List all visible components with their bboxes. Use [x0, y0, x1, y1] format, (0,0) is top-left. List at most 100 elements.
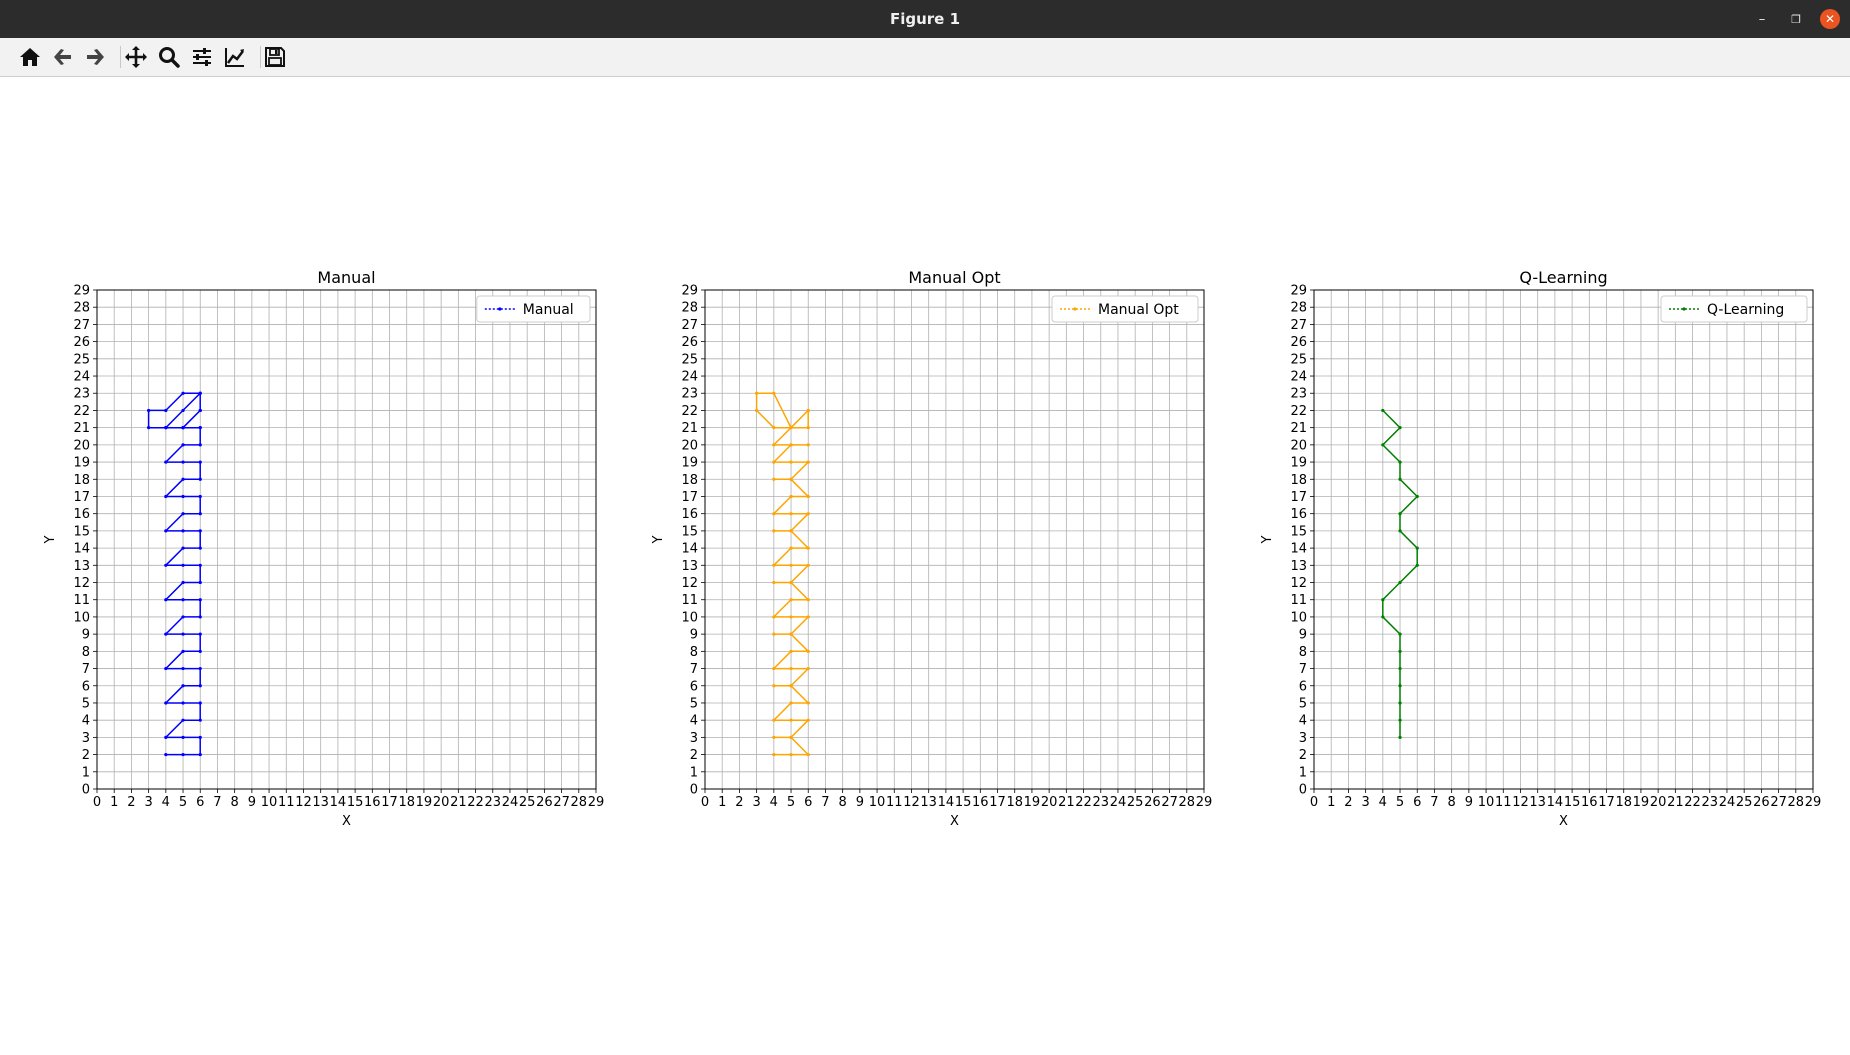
data-point: [789, 546, 793, 550]
data-point: [198, 408, 202, 413]
navigation-toolbar: [0, 38, 1850, 77]
edit-axes-button[interactable]: [221, 43, 249, 71]
y-tick-label: 9: [82, 628, 90, 643]
data-point: [1398, 580, 1402, 585]
x-tick-label: 15: [1564, 795, 1581, 810]
data-point: [181, 684, 185, 688]
y-tick-label: 23: [681, 387, 698, 402]
y-tick-label: 12: [73, 576, 90, 591]
y-tick-label: 26: [681, 335, 698, 350]
restore-button[interactable]: ❐: [1786, 9, 1806, 29]
data-point: [772, 615, 776, 619]
subplot-1: 0 1 2 3 4 5 6 7 8 9 10 11 12 13 14 15 16 17 18 19 20 21 22 23 24…: [43, 268, 604, 829]
y-tick-label: 13: [73, 559, 90, 574]
y-tick-label: 24: [1290, 370, 1307, 385]
data-point: [789, 615, 793, 619]
data-point: [198, 701, 202, 705]
back-button[interactable]: [49, 43, 77, 71]
window-titlebar: Figure 1 – ❐ ✕: [0, 0, 1850, 38]
close-button[interactable]: ✕: [1820, 9, 1840, 29]
forward-button[interactable]: [81, 43, 109, 71]
zoom-button[interactable]: [155, 43, 183, 71]
x-tick-label: 2: [1344, 795, 1352, 810]
y-tick-label: 24: [73, 370, 90, 385]
y-tick-label: 5: [82, 696, 90, 711]
data-point: [789, 443, 793, 447]
pan-button[interactable]: [122, 43, 150, 71]
x-tick-label: 25: [1127, 795, 1144, 810]
x-tick-label: 22: [1684, 795, 1701, 810]
y-tick-label: 2: [1299, 748, 1307, 763]
data-point: [772, 512, 776, 516]
data-point: [806, 443, 810, 447]
toolbar-separator: [260, 46, 261, 68]
x-tick-label: 23: [484, 795, 501, 810]
x-axis-label: X: [1559, 814, 1568, 829]
data-point: [789, 598, 793, 602]
x-tick-label: 27: [1770, 795, 1787, 810]
y-tick-label: 18: [681, 473, 698, 488]
y-tick-label: 10: [681, 610, 698, 625]
data-point: [181, 529, 185, 533]
data-point: [772, 563, 776, 567]
y-tick-label: 27: [681, 318, 698, 333]
x-tick-label: 2: [735, 795, 743, 810]
data-point: [789, 477, 793, 481]
x-tick-label: 20: [1650, 795, 1667, 810]
y-tick-label: 1: [1299, 765, 1307, 780]
data-point: [772, 426, 776, 430]
data-point: [772, 460, 776, 464]
data-point: [1398, 701, 1402, 705]
x-tick-label: 29: [1196, 795, 1213, 810]
save-button[interactable]: [261, 43, 289, 71]
y-tick-label: 15: [681, 524, 698, 539]
y-tick-label: 25: [1290, 352, 1307, 367]
y-tick-label: 5: [1299, 696, 1307, 711]
y-tick-label: 8: [690, 645, 698, 660]
figure-canvas[interactable]: 0 1 2 3 4 5 6 7 8 9 10 11 12 13 14 15 16 17 18 19 20 21 22 23 24…: [0, 77, 1850, 1054]
data-point: [198, 666, 202, 671]
x-tick-label: 26: [1144, 795, 1161, 810]
y-tick-label: 2: [82, 748, 90, 763]
x-tick-label: 23: [1701, 795, 1718, 810]
data-point: [789, 512, 793, 516]
arrow-right-icon: [87, 49, 104, 65]
x-tick-label: 3: [1361, 795, 1369, 810]
x-tick-label: 5: [787, 795, 795, 810]
data-point: [806, 615, 810, 619]
x-tick-label: 6: [1413, 795, 1421, 810]
y-tick-label: 19: [73, 456, 90, 471]
data-point: [1398, 735, 1402, 739]
data-point: [772, 752, 776, 757]
data-point: [198, 426, 202, 430]
data-point: [147, 408, 151, 413]
data-point: [789, 460, 793, 464]
data-point: [198, 477, 202, 481]
y-tick-label: 15: [73, 524, 90, 539]
data-point: [181, 460, 185, 464]
x-tick-label: 5: [1396, 795, 1404, 810]
x-tick-label: 21: [450, 795, 467, 810]
minimize-button[interactable]: –: [1752, 9, 1772, 29]
x-tick-label: 21: [1058, 795, 1075, 810]
y-tick-label: 7: [690, 662, 698, 677]
subplots-button[interactable]: [188, 43, 216, 71]
y-tick-label: 21: [681, 421, 698, 436]
plots-svg: 0 1 2 3 4 5 6 7 8 9 10 11 12 13 14 15 16 17 18 19 20 21 22 23 24…: [43, 268, 1821, 829]
x-tick-label: 24: [502, 795, 519, 810]
data-point: [164, 632, 168, 636]
y-axis-label: Y: [1260, 535, 1275, 544]
x-tick-label: 0: [93, 795, 101, 810]
data-point: [181, 512, 185, 516]
y-tick-label: 21: [73, 421, 90, 436]
y-tick-label: 7: [1299, 662, 1307, 677]
y-tick-label: 29: [73, 284, 90, 299]
data-point: [181, 546, 185, 550]
data-point: [789, 649, 793, 653]
x-tick-label: 5: [179, 795, 187, 810]
data-point: [198, 718, 202, 722]
data-point: [181, 391, 185, 395]
sliders-icon: [193, 48, 211, 66]
data-point: [198, 580, 202, 585]
home-button[interactable]: [16, 43, 44, 71]
